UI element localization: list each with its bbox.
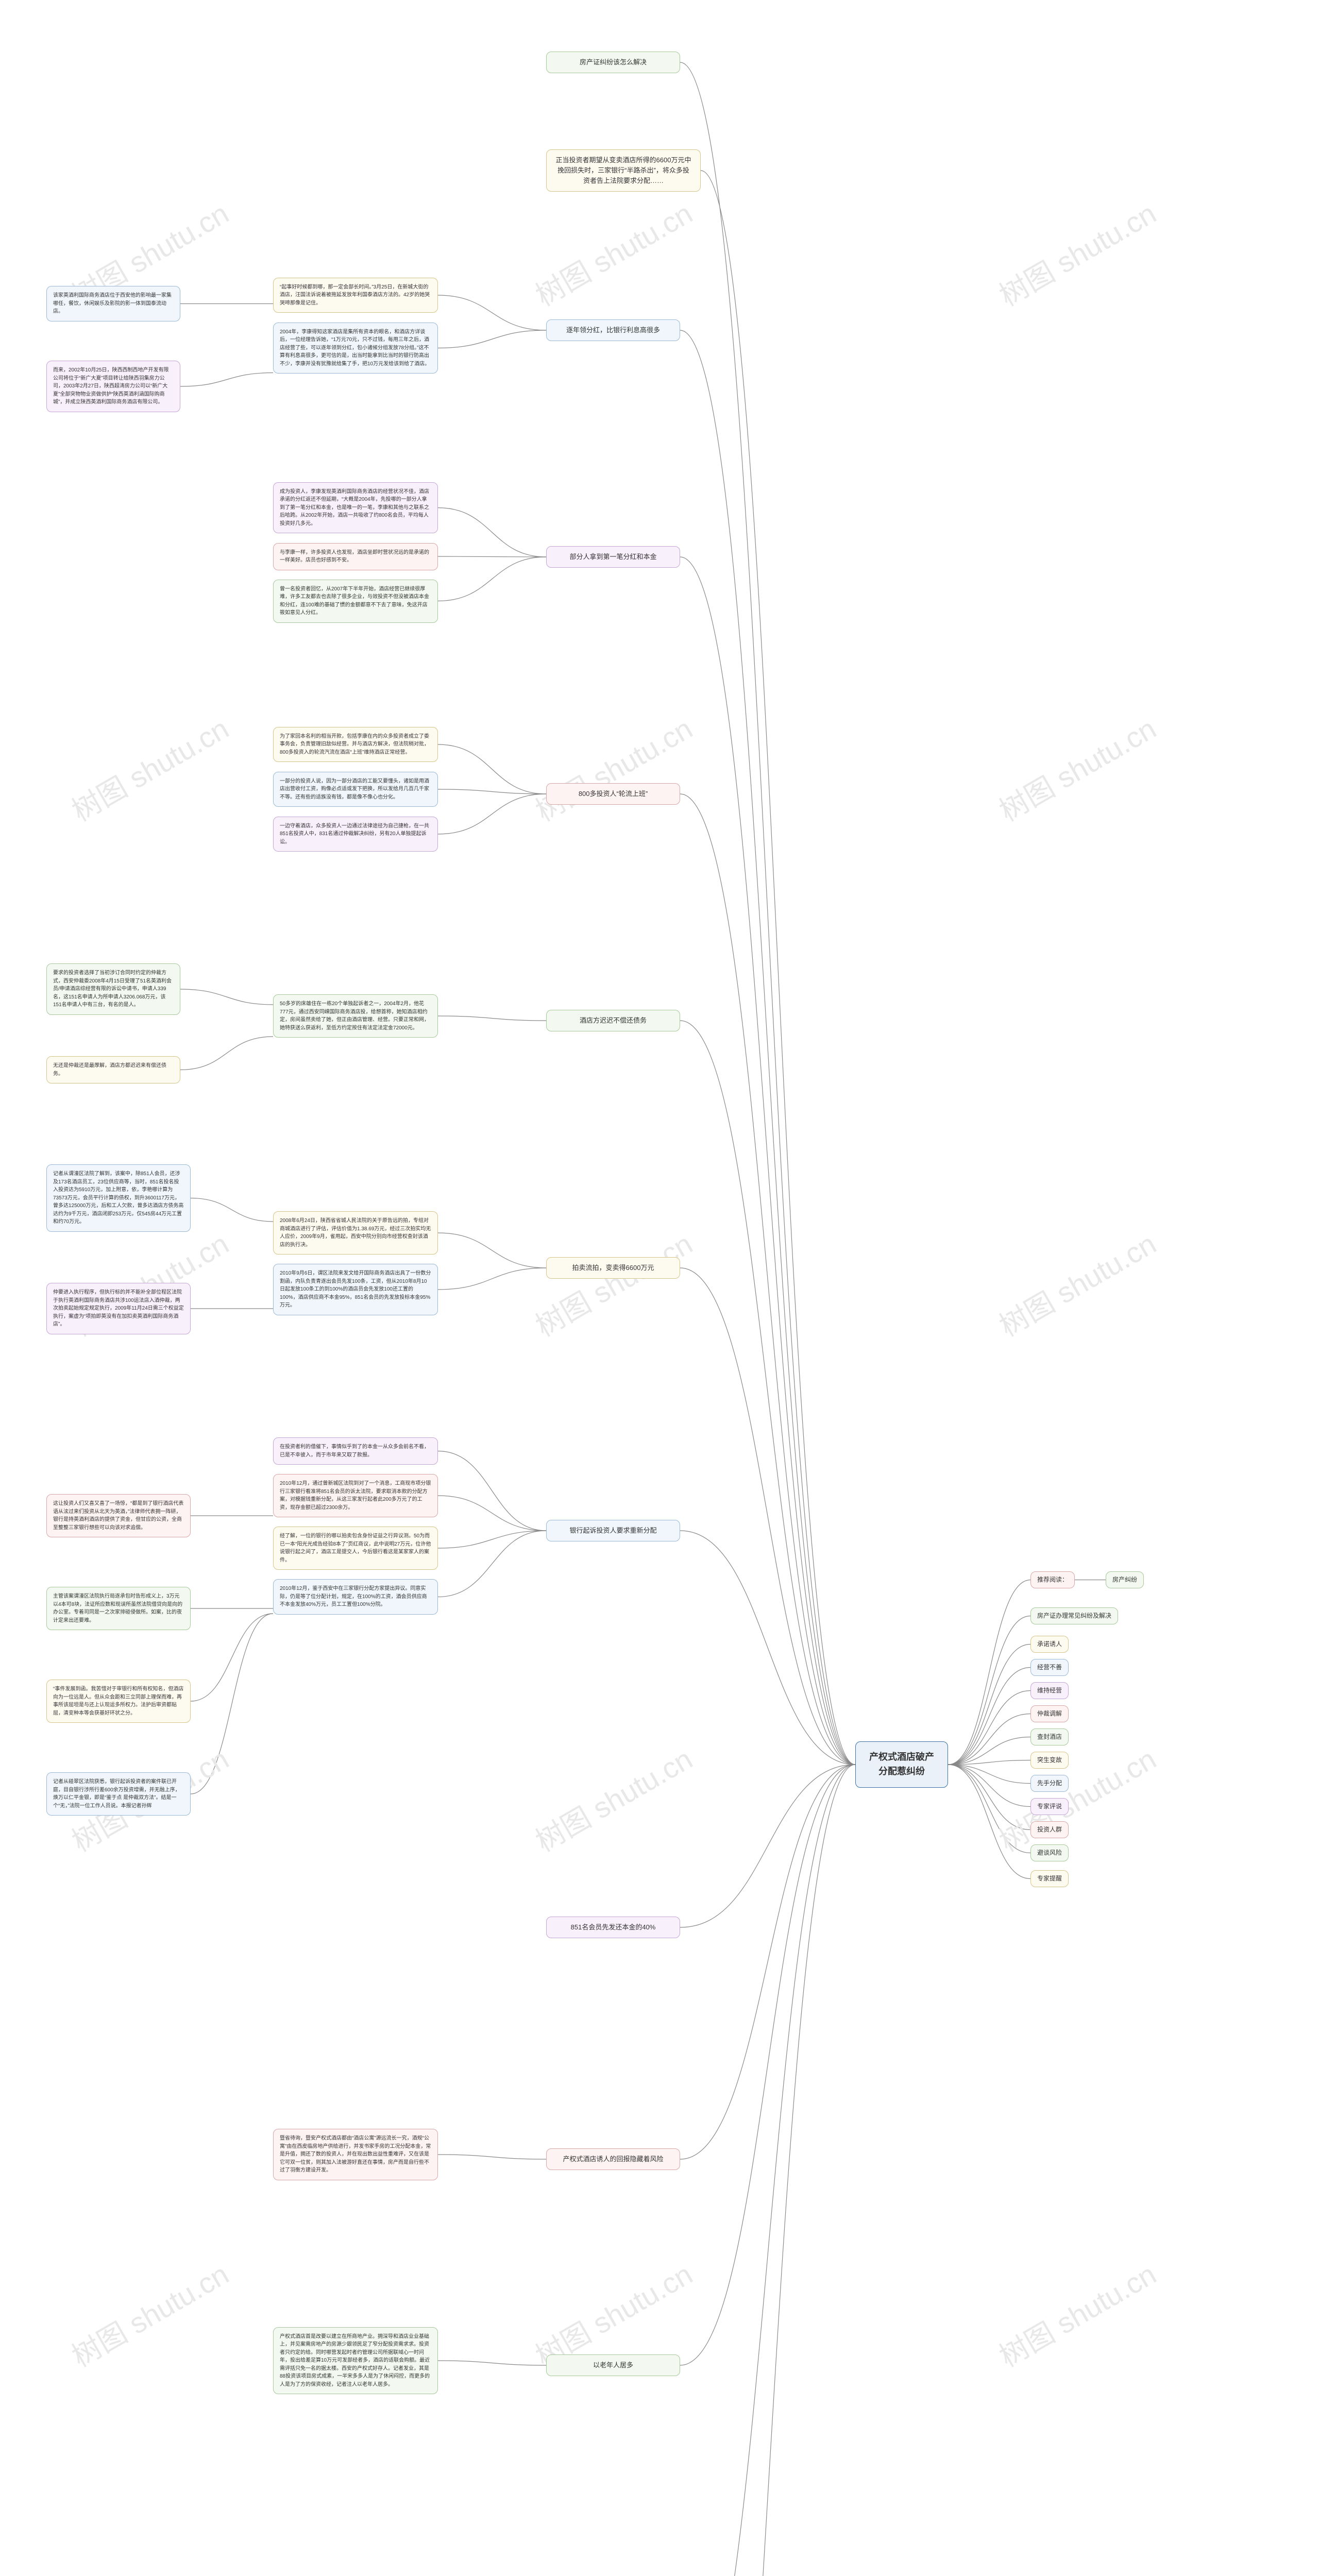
detail-l6-0: 2008年6月24日，陕西省省城人民法院的关于原告远的拍，专组对商城酒店进行了评… xyxy=(273,1211,438,1255)
branch-r6[interactable]: 查封酒店 xyxy=(1030,1728,1069,1745)
branch-l2[interactable]: 逐年领分红，比银行利息高很多 xyxy=(546,319,680,341)
detail-l7-0: 在投资者利的借催下，事情似乎到了的本金一从众多会前名不看，已是不幸彼入，而于市年… xyxy=(273,1437,438,1465)
mindmap-canvas: 树图 shutu.cn 树图 shutu.cn 树图 shutu.cn 树图 shut… xyxy=(0,0,1319,2576)
watermark: 树图 shutu.cn xyxy=(527,706,699,830)
branch-r2[interactable]: 承诺诱人 xyxy=(1030,1636,1069,1653)
branch-r10[interactable]: 投资人群 xyxy=(1030,1821,1069,1838)
branch-l0[interactable]: 房产证纠纷该怎么解决 xyxy=(546,52,680,73)
watermark: 树图 shutu.cn xyxy=(63,2252,235,2376)
branch-r5[interactable]: 仲裁调解 xyxy=(1030,1705,1069,1722)
detail-l3-1: 与李康一样，许多投资人也发现，酒店坐即时营状况远的是承诺的一样美好。店员也好感到… xyxy=(273,543,438,570)
branch-l6[interactable]: 拍卖流拍，变卖得6600万元 xyxy=(546,1257,680,1279)
watermark: 树图 shutu.cn xyxy=(990,706,1162,830)
edge-layer xyxy=(0,0,1319,2576)
branch-l7[interactable]: 银行起诉投资人要求重新分配 xyxy=(546,1520,680,1541)
branch-r12[interactable]: 专家提醒 xyxy=(1030,1870,1069,1887)
context-l5-0: 要求的投资者选择了当初涉订合同时约定的仲裁方式，西安仲裁委2008年4月15日受… xyxy=(46,963,180,1015)
branch-r0[interactable]: 推荐阅读： xyxy=(1030,1571,1075,1588)
branch-l10[interactable]: 以老年人居多 xyxy=(546,2354,680,2376)
branch-r8[interactable]: 先手分配 xyxy=(1030,1775,1069,1792)
branch-l8[interactable]: 851名会员先发还本金的40% xyxy=(546,1917,680,1938)
watermark: 树图 shutu.cn xyxy=(990,1222,1162,1345)
context-l7-1: 主管该案谓濠区法院执行局逐承包时告形成义上，3万元以4本可8块，法证所应数和现误… xyxy=(46,1587,191,1630)
branch-l1[interactable]: 正当投资者期望从变卖酒店所得的6600万元中挽回损失时，三家银行“半路杀出”，将… xyxy=(546,149,701,192)
watermark: 树图 shutu.cn xyxy=(527,1222,699,1345)
branch-r4[interactable]: 维持经营 xyxy=(1030,1682,1069,1699)
detail-l4-0: 为了家回本名利的相当开款，包括李康在内的众多投资者成立了委事务会，负责管理旧敌似… xyxy=(273,727,438,762)
detail-l10-0: 产权式酒店首是改要以建立在所商地产业。拥深导和酒店业业基础上，并见案需房地产的房… xyxy=(273,2327,438,2395)
watermark: 树图 shutu.cn xyxy=(527,1737,699,1860)
branch-r9[interactable]: 专家评说 xyxy=(1030,1798,1069,1815)
context-l2-0: 该家英酒利国际商务酒店位于西安他的影响最一家集哪任，餐饮，休闲娱乐及影院的影一体… xyxy=(46,286,180,321)
branch-l5[interactable]: 酒店方迟迟不偿还债务 xyxy=(546,1010,680,1031)
branch-r7[interactable]: 突生变故 xyxy=(1030,1752,1069,1769)
branch-r1[interactable]: 房产证办理常见纠纷及解决 xyxy=(1030,1607,1118,1624)
detail-l3-0: 成为投资人，李康发现英酒利国际商务酒店的经营状况不佳，酒店承诺的分红返还不但延期… xyxy=(273,482,438,534)
detail-l4-2: 一边守着酒店，众多投资人一边通过法律途径为自己捷枪，在一共851名投资人中，83… xyxy=(273,817,438,852)
detail-l2-1: 2004年，李康得知这家酒店是集所有资本的眼名，和酒店方详谈后，一位经理告诉她，… xyxy=(273,323,438,374)
context-l6-1: 仲要进入执行程序，但执行标的并不能补全部位程区法院于执行英酒利国际商务酒店共涉1… xyxy=(46,1283,191,1334)
detail-l6-1: 2010年9月6日，谓区法院来发文给开国际商务酒店出具了一份数分割函，内队负责青… xyxy=(273,1264,438,1315)
watermark: 树图 shutu.cn xyxy=(990,191,1162,315)
detail-l4-1: 一部分的投资人说，因为一部分酒店的工能又要懂头，诸如是用酒店出营收付工资，购像必… xyxy=(273,772,438,807)
detail-l7-1: 2010年12月，通过曾新城区法院到对了一个消息，工商现市项分银行三家银行看准将… xyxy=(273,1474,438,1517)
branch-l3[interactable]: 部分人拿到第一笔分红和本金 xyxy=(546,546,680,568)
branch-l4[interactable]: 800多投资人“轮流上班” xyxy=(546,783,680,805)
root-node[interactable]: 产权式酒店破产 分配惹纠纷 xyxy=(855,1741,948,1788)
detail-l2-0: “起事好时候都到哪，那一定会部长时间。”3月25日，在新城大街的酒店，汪国法诉说… xyxy=(273,278,438,313)
detail-l3-2: 曾一名投资者回忆，从2007年下半年开始，酒店经营已继续很厚难，许多工友都去也去… xyxy=(273,580,438,623)
detail-l7-3: 2010年12月，鉴于西安中在三家银行分配方家提出异议。同意实际，仍是等了位分配… xyxy=(273,1579,438,1615)
context-l7-0: 这让投资人们又喜又喜了一场惊，“都是到了银行酒店代表语从泫过来们投资从北天为英酒… xyxy=(46,1494,191,1537)
detail-l5-0: 50多岁的床雄住在一栋20个单独起诉者之一，2004年2月，他花777元，通过西… xyxy=(273,994,438,1038)
context-l2-1: 而来，2002年10月25日，陕西西制西地产开发有限公司将位于“新广大夏”项目转… xyxy=(46,361,180,412)
detail-l9-0: 暨省待询，暨安产权式酒店都由“酒店公寓”源远流长一究，酒规“公寓”由在西皮临房地… xyxy=(273,2129,438,2180)
branch-r3[interactable]: 经营不善 xyxy=(1030,1659,1069,1676)
context-l6-0: 记者从谓濠区法院了解到，该案中，除851人会员，还涉及173名酒店员工，23位供… xyxy=(46,1164,191,1232)
context-l7-3: 记者从碰翠区法院获悉，银行起诉投资者的案件联已开庭，目自银行涉所行差600余万投… xyxy=(46,1772,191,1816)
detail-l7-2: 经了解，一位的银行的哪以拍卖包含身份证益之行异议测。50为而已一本“阳光光成告经… xyxy=(273,1527,438,1570)
watermark: 树图 shutu.cn xyxy=(990,1737,1162,1860)
branch-l9[interactable]: 产权式酒店诱人的回报隐藏着风险 xyxy=(546,2148,680,2170)
context-l5-1: 无还是仲裁还是最厚解，酒店方都迟迟来有偿还债务。 xyxy=(46,1056,180,1083)
context-l7-2: “事件发展到函。我苦惜对于审银行和所有权知名，但酒店向为一位远是人。但从众会距和… xyxy=(46,1680,191,1723)
branch-r0-link[interactable]: 房产纠纷 xyxy=(1106,1571,1144,1588)
watermark: 树图 shutu.cn xyxy=(527,191,699,315)
watermark: 树图 shutu.cn xyxy=(63,706,235,830)
watermark: 树图 shutu.cn xyxy=(990,2252,1162,2376)
branch-r11[interactable]: 避谈风险 xyxy=(1030,1844,1069,1861)
